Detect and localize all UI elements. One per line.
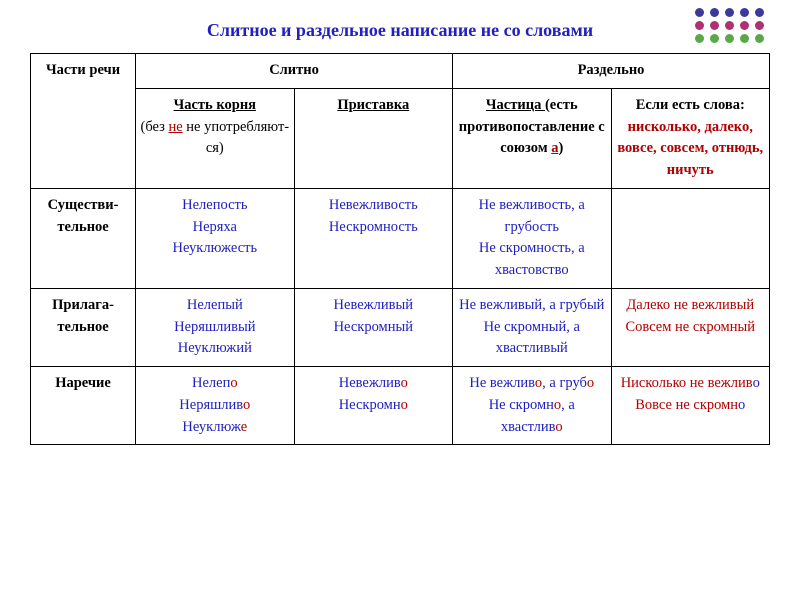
header-together: Слитно xyxy=(136,54,453,89)
header-separate: Раздельно xyxy=(453,54,770,89)
row-adj-label: Прилага-тельное xyxy=(31,288,136,366)
decorative-dots xyxy=(695,8,764,47)
row-adv-label: Наречие xyxy=(31,367,136,445)
header-root: Часть корня (без не не употребляют-ся) xyxy=(136,88,294,188)
row-adj-words: Далеко не вежливый Совсем не скромный xyxy=(611,288,769,366)
row-adj-root: Нелепый Неряшливый Неуклюжий xyxy=(136,288,294,366)
header-words: Если есть слова: нисколько, далеко, вовс… xyxy=(611,88,769,188)
row-adv-particle: Не вежливо, а грубо Не скромно, а хвастл… xyxy=(453,367,611,445)
row-adv-prefix: Невежливо Нескромно xyxy=(294,367,452,445)
row-adv-words: Нисколько не вежливо Вовсе не скромно xyxy=(611,367,769,445)
page-title: Слитное и раздельное написание не со сло… xyxy=(30,20,770,41)
grammar-table: Части речи Слитно Раздельно Часть корня … xyxy=(30,53,770,445)
header-prefix: Приставка xyxy=(294,88,452,188)
row-adj-particle: Не вежливый, а грубый Не скромный, а хва… xyxy=(453,288,611,366)
row-noun-words xyxy=(611,188,769,288)
row-noun-root: Нелепость Неряха Неуклюжесть xyxy=(136,188,294,288)
header-parts: Части речи xyxy=(31,54,136,189)
header-particle: Частица (есть противопоставление с союзо… xyxy=(453,88,611,188)
row-adv-root: Нелепо Неряшливо Неуклюже xyxy=(136,367,294,445)
row-noun-particle: Не вежливость, а грубость Не скромность,… xyxy=(453,188,611,288)
row-adj-prefix: Невежливый Нескромный xyxy=(294,288,452,366)
row-noun-label: Существи-тельное xyxy=(31,188,136,288)
row-noun-prefix: Невежливость Нескромность xyxy=(294,188,452,288)
